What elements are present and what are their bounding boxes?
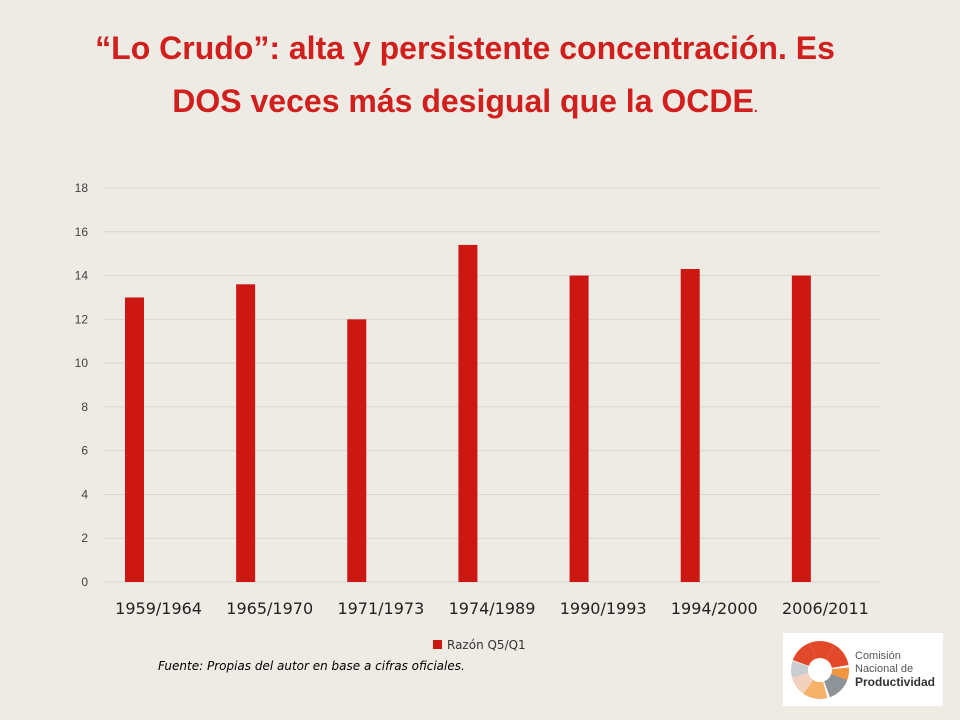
logo-line-1: Comisión: [855, 650, 901, 662]
logo-text: Comisión Nacional de Productividad: [855, 650, 935, 689]
slide-title: “Lo Crudo”: alta y persistente concentra…: [95, 22, 835, 134]
y-tick-label: 8: [81, 400, 88, 414]
logo-segment: [810, 641, 835, 660]
slide-title-text: “Lo Crudo”: alta y persistente concentra…: [95, 30, 835, 119]
bar: [569, 275, 589, 582]
slide-title-suffix: .: [753, 99, 758, 115]
logo-segment: [791, 673, 814, 694]
logo-segment: [791, 661, 809, 678]
bar: [458, 244, 478, 582]
source-note: Fuente: Propias del autor en base a cifr…: [158, 659, 465, 673]
commission-logo: Comisión Nacional de Productividad: [783, 633, 943, 706]
bar: [347, 319, 367, 582]
x-tick-label: 2006/2011: [782, 599, 869, 618]
y-tick-label: 14: [75, 269, 89, 283]
legend-swatch: [433, 640, 442, 649]
bar: [125, 297, 144, 582]
logo-segment: [826, 644, 849, 668]
y-tick-label: 2: [81, 531, 88, 545]
y-tick-label: 12: [75, 312, 89, 326]
y-tick-label: 10: [75, 356, 89, 370]
x-tick-label: 1971/1973: [337, 599, 424, 618]
legend-label: Razón Q5/Q1: [447, 638, 526, 652]
x-tick-label: 1990/1993: [560, 599, 647, 618]
y-tick-label: 4: [81, 487, 88, 501]
logo-mark-icon: [791, 641, 849, 699]
x-tick-label: 1994/2000: [671, 599, 758, 618]
y-tick-label: 18: [75, 181, 89, 195]
x-tick-label: 1974/1989: [449, 599, 536, 618]
bar: [236, 284, 256, 582]
y-tick-label: 6: [81, 444, 88, 458]
y-tick-label: 16: [75, 225, 89, 239]
x-tick-label: 1959/1964: [115, 599, 202, 618]
logo-segment: [824, 674, 848, 698]
bar: [791, 275, 811, 582]
bar: [680, 268, 700, 582]
logo-line-3: Productividad: [855, 675, 936, 689]
x-tick-label: 1965/1970: [226, 599, 313, 618]
logo-segment: [803, 679, 828, 699]
logo-line-2: Nacional de: [855, 663, 914, 675]
y-tick-label: 0: [81, 575, 88, 589]
logo-segment: [792, 642, 816, 666]
